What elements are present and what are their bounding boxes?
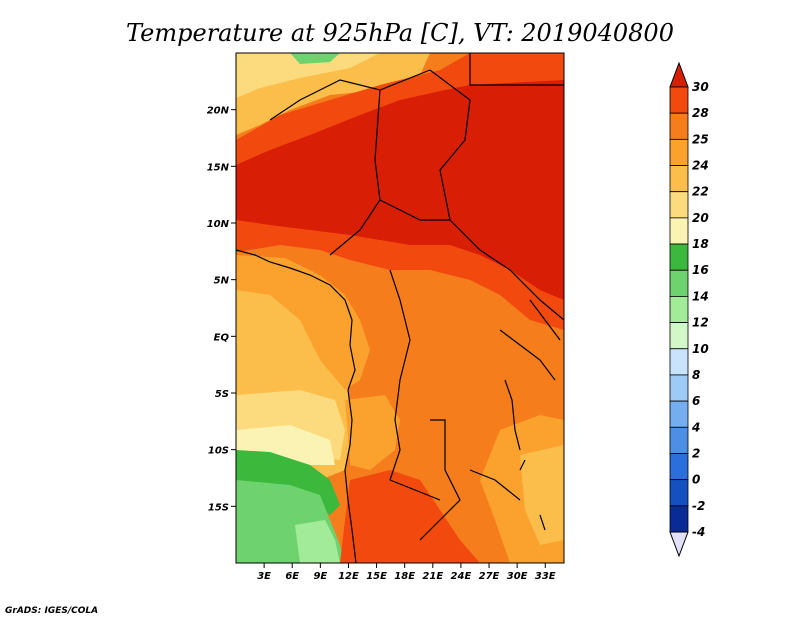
colorbar-label: 2: [692, 446, 700, 460]
colorbar-label: 24: [692, 159, 709, 173]
colorbar-swatch: [669, 374, 689, 402]
credit-label: GrADS: IGES/COLA: [5, 606, 98, 616]
colorbar-label: 10: [692, 342, 709, 356]
colorbar-label: 18: [692, 237, 709, 251]
colorbar-swatch: [669, 165, 689, 193]
y-tick-label: 15N: [207, 162, 230, 173]
x-tick-label: 15E: [366, 571, 387, 582]
colorbar-swatch: [669, 138, 689, 166]
colorbar-swatch: [669, 348, 689, 376]
colorbar-under-arrow: [669, 531, 689, 558]
colorbar-over-arrow: [669, 61, 689, 88]
border-lakes: [504, 379, 546, 531]
y-tick-label: 5S: [215, 389, 229, 400]
colorbar-label: 8: [692, 368, 700, 382]
x-tick-label: 6E: [285, 571, 299, 582]
colorbar-label: 14: [692, 289, 709, 303]
colorbar-swatch: [669, 112, 689, 140]
temperature-field: [236, 53, 564, 563]
field-hot-30: [236, 80, 564, 300]
y-axis: 20N 15N 10N 5N EQ 5S 10S 15S: [207, 106, 236, 513]
field-nw-20: [236, 53, 380, 98]
x-tick-label: 9E: [313, 571, 327, 582]
border-sahara: [269, 69, 564, 321]
colorbar-swatch: [669, 479, 689, 507]
x-tick-label: 3E: [257, 571, 271, 582]
colorbar-swatch: [669, 296, 689, 323]
colorbar-swatch: [669, 217, 689, 245]
colorbar-swatch: [669, 191, 689, 219]
colorbar-label: 0: [692, 473, 700, 487]
coastline-west-africa: [236, 249, 357, 563]
colorbar-label: 4: [691, 420, 700, 434]
field-interior-24: [345, 395, 400, 470]
colorbar-swatch: [669, 322, 689, 350]
colorbar-swatch: [669, 86, 689, 114]
colorbar-swatch: [669, 243, 689, 271]
colorbar-swatch: [669, 453, 689, 481]
colorbar-label: 28: [692, 106, 709, 120]
border-central: [329, 89, 561, 541]
y-tick-label: 10N: [207, 219, 230, 230]
colorbar-swatch: [669, 400, 689, 428]
x-tick-label: 33E: [535, 571, 556, 582]
colorbar-label: 16: [692, 263, 709, 277]
field-east-22: [520, 445, 564, 545]
y-tick-label: EQ: [214, 332, 230, 343]
colorbar-label: 6: [692, 394, 700, 408]
chart-title: Temperature at 925hPa [C], VT: 201904080…: [126, 19, 674, 47]
x-tick-label: 27E: [479, 571, 500, 582]
y-tick-label: 15S: [208, 502, 229, 513]
x-tick-label: 18E: [394, 571, 415, 582]
y-tick-label: 10S: [208, 446, 229, 457]
x-tick-label: 30E: [507, 571, 528, 582]
colorbar-label: -4: [692, 525, 705, 539]
colorbar-swatch: [669, 426, 689, 454]
colorbar-label: -2: [692, 499, 705, 513]
y-tick-label: 5N: [214, 276, 230, 287]
x-tick-label: 21E: [422, 571, 443, 582]
y-tick-label: 20N: [207, 106, 230, 117]
colorbar-label: 22: [692, 185, 709, 199]
colorbar-swatch: [669, 505, 689, 533]
colorbar-label: 20: [692, 211, 709, 225]
colorbar-label: 12: [692, 316, 709, 330]
x-tick-label: 24E: [451, 571, 472, 582]
colorbar-label: 25: [692, 132, 709, 146]
field-nw-green: [290, 53, 340, 64]
field-interior-28: [340, 470, 480, 563]
x-tick-label: 12E: [338, 571, 359, 582]
map-borders: [236, 53, 564, 563]
border-northeast: [469, 53, 564, 86]
field-west-coast-24: [236, 255, 370, 390]
field-green-12: [295, 520, 340, 563]
x-axis: 3E 6E 9E 12E 15E 18E 21E 24E 27E 30E 33E: [257, 563, 556, 582]
colorbar-swatch: [669, 269, 689, 297]
colorbar-label: 30: [692, 80, 709, 94]
map-frame: [235, 52, 565, 564]
